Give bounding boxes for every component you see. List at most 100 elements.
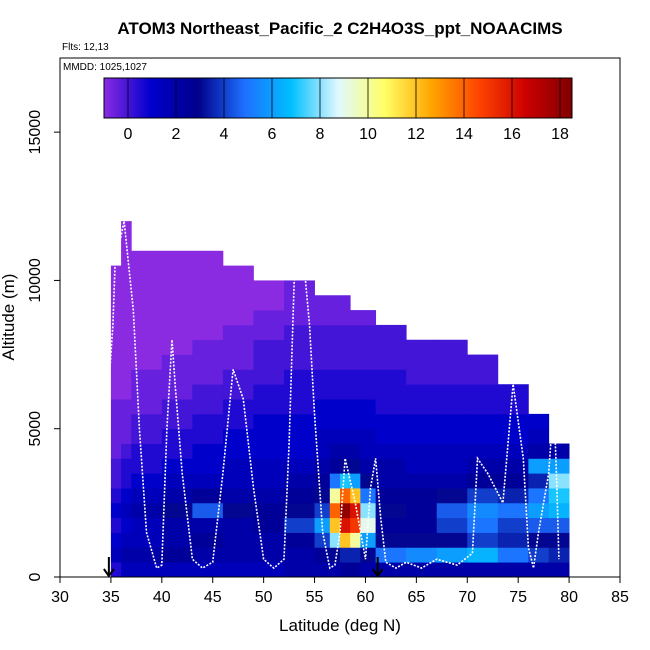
heatmap-cell: [314, 339, 331, 355]
heatmap-cell: [253, 428, 285, 444]
heatmap-cell: [253, 324, 285, 341]
heatmap-cell: [161, 324, 193, 341]
heatmap-cell: [253, 413, 285, 430]
heatmap-cell: [253, 473, 285, 489]
heatmap-cell: [121, 547, 132, 563]
heatmap-cell: [436, 339, 468, 355]
heatmap-cell: [131, 488, 163, 504]
heatmap-cell: [350, 310, 361, 326]
heatmap-cell: [406, 458, 438, 474]
heatmap-cell: [131, 413, 163, 430]
heatmap-cell: [375, 473, 407, 489]
heatmap-cell: [192, 369, 224, 385]
heatmap-cell: [314, 562, 331, 577]
heatmap-cell: [131, 369, 163, 385]
heatmap-cell: [340, 310, 351, 326]
heatmap-cell: [406, 369, 438, 385]
heatmap-cell: [314, 324, 331, 341]
heatmap-cell: [121, 384, 132, 400]
heatmap-cell: [161, 488, 193, 504]
heatmap-cell: [192, 532, 224, 548]
heatmap-cell: [110, 339, 122, 355]
colorbar-tick-label: 4: [220, 126, 229, 143]
flight-track: [108, 220, 560, 570]
heatmap-cell: [360, 413, 377, 430]
heatmap-cell: [528, 428, 550, 444]
heatmap-cell: [121, 488, 132, 504]
heatmap-cell: [329, 354, 341, 370]
heatmap-cell: [528, 547, 550, 563]
heatmap-cell: [110, 488, 122, 504]
heatmap-cell: [375, 502, 407, 519]
heatmap-cell: [110, 265, 122, 281]
heatmap-cell: [528, 443, 550, 459]
heatmap-cell: [548, 458, 570, 474]
heatmap-cell: [360, 324, 377, 341]
heatmap-cell: [329, 295, 341, 311]
heatmap-cell: [436, 502, 468, 519]
heatmap-cell: [192, 384, 224, 400]
heatmap-cell: [329, 339, 341, 355]
heatmap-cell: [121, 517, 132, 533]
heatmap-cell: [192, 339, 224, 355]
heatmap-cell: [548, 443, 570, 459]
heatmap-cell: [131, 547, 163, 563]
colorbar-ticks: 0 2 4 6 8 10 12 14 16 18: [124, 78, 569, 143]
heatmap-cell: [528, 502, 550, 519]
heatmap-cell: [110, 399, 122, 415]
heatmap-cell: [192, 324, 224, 341]
heatmap-cell: [192, 443, 224, 459]
heatmap-cell: [131, 502, 163, 519]
heatmap-cell: [497, 562, 529, 577]
heatmap-cell: [131, 265, 163, 281]
heatmap-cell: [131, 473, 163, 489]
heatmap-cell: [222, 295, 254, 311]
heatmap-cell: [329, 517, 341, 533]
x-tick-label: 80: [560, 589, 578, 606]
heatmap-cell: [131, 250, 163, 266]
heatmap-cell: [192, 428, 224, 444]
heatmap-cell: [253, 562, 285, 577]
heatmap-cell: [222, 413, 254, 430]
heatmap-cell: [192, 295, 224, 311]
y-tick-label: 15000: [27, 110, 44, 155]
heatmap-cell: [131, 562, 163, 577]
heatmap-cell: [497, 532, 529, 548]
heatmap-cell: [284, 384, 315, 400]
heatmap-cell: [161, 443, 193, 459]
heatmap-cell: [284, 488, 315, 504]
heatmap-cell: [350, 547, 361, 563]
heatmap-cell: [222, 458, 254, 474]
heatmap-cell: [110, 473, 122, 489]
heatmap-cell: [360, 428, 377, 444]
heatmap-cell: [350, 517, 361, 533]
heatmap-cells: [110, 221, 570, 577]
heatmap-cell: [121, 369, 132, 385]
x-axis-label: Latitude (deg N): [279, 616, 401, 635]
heatmap-cell: [467, 384, 499, 400]
heatmap-cell: [192, 280, 224, 296]
heatmap-cell: [121, 458, 132, 474]
heatmap-cell: [222, 502, 254, 519]
heatmap-cell: [161, 354, 193, 370]
heatmap-cell: [253, 399, 285, 415]
heatmap-cell: [161, 339, 193, 355]
heatmap-cell: [314, 532, 331, 548]
heatmap-cell: [329, 310, 341, 326]
heatmap-cell: [253, 458, 285, 474]
heatmap-cell: [314, 295, 331, 311]
heatmap-cell: [375, 532, 407, 548]
heatmap-cell: [329, 532, 341, 548]
heatmap-cell: [436, 428, 468, 444]
heatmap-cell: [314, 443, 331, 459]
heatmap-cell: [360, 517, 377, 533]
heatmap-cell: [121, 339, 132, 355]
heatmap-cell: [222, 324, 254, 341]
heatmap-cell: [161, 473, 193, 489]
heatmap-cell: [222, 339, 254, 355]
heatmap-cell: [329, 473, 341, 489]
heatmap-cell: [161, 265, 193, 281]
heatmap-cell: [436, 384, 468, 400]
heatmap-cell: [110, 502, 122, 519]
heatmap-cell: [375, 458, 407, 474]
